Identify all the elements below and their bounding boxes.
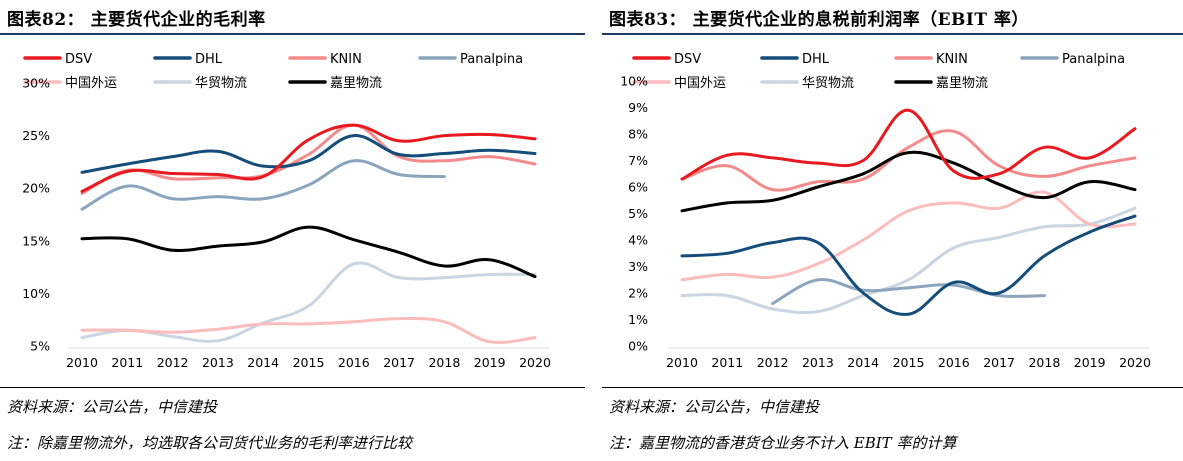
legend-label-dsv: DSV	[65, 52, 92, 67]
legend-label-knin: KNIN	[936, 52, 968, 67]
x-tick-label: 2010	[66, 355, 98, 370]
series-line-knin	[80, 123, 537, 195]
series-line-dhl	[80, 134, 537, 174]
source-text: 资料来源：公司公告，中信建投	[7, 398, 218, 416]
legend-label-中国外运: 中国外运	[65, 76, 117, 91]
series-line-panalpina	[80, 159, 446, 211]
legend-label-嘉里物流: 嘉里物流	[330, 76, 382, 91]
x-tick-label: 2012	[157, 355, 189, 370]
x-tick-label: 2014	[247, 355, 279, 370]
x-tick-label: 2016	[938, 355, 970, 370]
y-tick-label: 8%	[628, 127, 648, 142]
legend: DSV DHL KNIN Panalpina 中国外运 华贸物流 嘉里物流	[23, 52, 523, 91]
legend-label-中国外运: 中国外运	[674, 76, 726, 91]
x-tick-label: 2017	[383, 355, 415, 370]
legend-label-华贸物流: 华贸物流	[802, 76, 854, 91]
x-tick-label: 2018	[428, 355, 460, 370]
y-tick-label: 25%	[22, 128, 50, 143]
legend-label-华贸物流: 华贸物流	[195, 76, 247, 91]
title-rule	[602, 33, 1183, 35]
x-tick-label: 2012	[757, 355, 789, 370]
y-tick-label: 6%	[628, 180, 648, 195]
series-line-中国外运	[80, 317, 537, 344]
y-tick-label: 20%	[22, 181, 50, 196]
series-line-panalpina	[771, 278, 1046, 306]
bottom-rule	[0, 387, 585, 388]
y-tick-label: 5%	[628, 206, 648, 221]
y-tick-label: 3%	[628, 259, 648, 274]
figure-83: 图表83： 主要货代企业的息税前利润率（EBIT 率） DSV DHL KNIN Pa…	[602, 0, 1183, 461]
y-tick-label: 30%	[22, 76, 50, 91]
figure-title: 图表82： 主要货代企业的毛利率	[7, 10, 266, 30]
y-tick-label: 4%	[628, 233, 648, 248]
legend-label-knin: KNIN	[330, 52, 362, 67]
figure-82: 图表82： 主要货代企业的毛利率 DSV DHL KNIN Panalpina 中国外运…	[0, 0, 585, 461]
x-tick-label: 2015	[293, 355, 325, 370]
legend-label-dhl: DHL	[802, 52, 830, 67]
series-line-knin	[680, 129, 1137, 192]
x-tick-label: 2010	[666, 355, 698, 370]
series-line-中国外运	[680, 190, 1137, 282]
x-tick-label: 2013	[202, 355, 234, 370]
y-tick-label: 15%	[22, 233, 50, 248]
x-tick-label: 2011	[111, 355, 143, 370]
series-line-dsv	[80, 123, 537, 193]
legend-label-panalpina: Panalpina	[1062, 52, 1125, 67]
bottom-rule	[602, 387, 1183, 388]
series-line-dsv	[680, 108, 1137, 181]
y-tick-label: 5%	[30, 339, 50, 354]
note-text: 注：除嘉里物流外，均选取各公司货代业务的毛利率进行比较	[7, 434, 413, 452]
x-tick-label: 2011	[711, 355, 743, 370]
series-line-dhl	[680, 214, 1137, 316]
source-text: 资料来源：公司公告，中信建投	[609, 398, 820, 416]
x-tick-label: 2019	[474, 355, 506, 370]
x-tick-label: 2015	[893, 355, 925, 370]
y-tick-label: 1%	[628, 312, 648, 327]
title-rule	[0, 33, 585, 35]
y-tick-label: 7%	[628, 153, 648, 168]
note-text: 注：嘉里物流的香港货仓业务不计入 EBIT 率的计算	[609, 434, 957, 452]
y-tick-label: 10%	[620, 74, 648, 89]
x-tick-label: 2014	[847, 355, 879, 370]
y-tick-label: 2%	[628, 286, 648, 301]
y-tick-label: 9%	[628, 100, 648, 115]
y-tick-label: 10%	[22, 286, 50, 301]
series-line-嘉里物流	[80, 225, 537, 279]
legend: DSV DHL KNIN Panalpina 中国外运 华贸物流 嘉里物流	[632, 52, 1125, 91]
series-line-华贸物流	[80, 261, 537, 343]
ebit-margin-chart: DSV DHL KNIN Panalpina 中国外运 华贸物流 嘉里物流 0% 1% 2% 3% 4…	[620, 52, 1151, 370]
x-tick-label: 2020	[519, 355, 551, 370]
series-line-华贸物流	[680, 206, 1137, 315]
legend-label-panalpina: Panalpina	[460, 52, 523, 67]
figure-title: 图表83： 主要货代企业的息税前利润率（EBIT 率）	[609, 10, 1029, 30]
x-tick-label: 2018	[1028, 355, 1060, 370]
legend-label-dsv: DSV	[674, 52, 701, 67]
legend-label-dhl: DHL	[195, 52, 223, 67]
x-tick-label: 2017	[983, 355, 1015, 370]
y-tick-label: 0%	[628, 339, 648, 354]
x-tick-label: 2019	[1074, 355, 1106, 370]
x-tick-label: 2016	[338, 355, 370, 370]
series-line-嘉里物流	[680, 150, 1137, 213]
x-tick-label: 2020	[1119, 355, 1151, 370]
gross-margin-chart: DSV DHL KNIN Panalpina 中国外运 华贸物流 嘉里物流 5% 10% 15% 2…	[22, 52, 551, 370]
x-tick-label: 2013	[802, 355, 834, 370]
legend-label-嘉里物流: 嘉里物流	[936, 76, 988, 91]
